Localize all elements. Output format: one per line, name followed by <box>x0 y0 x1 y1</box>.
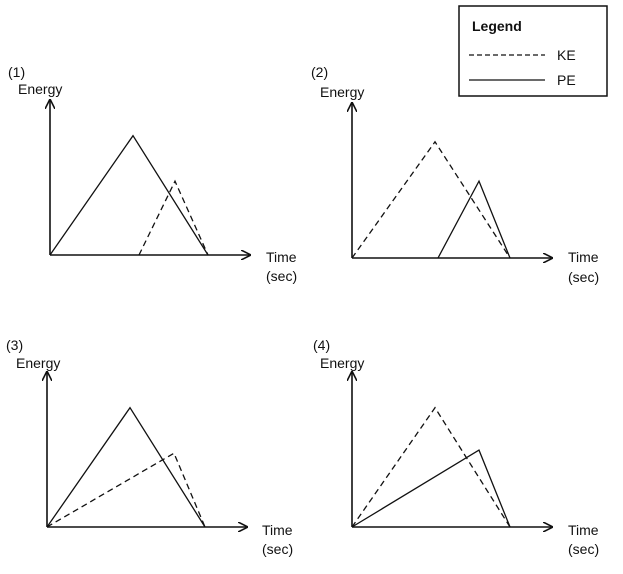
pe-line <box>351 449 511 528</box>
graph-1: (1)Energy Time (sec) <box>8 64 297 284</box>
graph-4: (4) Energy Time (sec) <box>313 337 599 557</box>
legend-pe-label: PE <box>557 72 576 88</box>
pe-line <box>49 134 209 256</box>
pe-line <box>437 179 511 259</box>
y-axis-label: Energy <box>320 355 364 371</box>
legend-title: Legend <box>472 18 522 34</box>
y-axis-label: Energy <box>16 355 60 371</box>
x-axis-label-time: Time <box>262 522 293 538</box>
graph-number: (2) <box>311 64 328 80</box>
ke-line <box>351 140 511 259</box>
graph-number: (1) <box>8 64 25 80</box>
ke-line <box>351 406 511 528</box>
legend: Legend KE PE <box>458 5 608 97</box>
ke-line <box>46 452 206 528</box>
graph-3: (3) Energy Time (sec) <box>6 337 293 557</box>
x-axis-label-unit: (sec) <box>262 541 293 557</box>
x-axis-label-time: Time <box>266 249 297 265</box>
graph-2: (2) Energy Time (sec) <box>311 64 599 285</box>
x-axis-label-unit: (sec) <box>568 541 599 557</box>
x-axis-label-time: Time <box>568 249 599 265</box>
legend-box <box>458 5 608 97</box>
pe-line <box>46 406 206 528</box>
graph-number: (4) <box>313 337 330 353</box>
graph-number: (3) <box>6 337 23 353</box>
x-axis-label-unit: (sec) <box>266 268 297 284</box>
y-axis-label: Energy <box>18 81 62 97</box>
x-axis-label-time: Time <box>568 522 599 538</box>
y-axis-label: Energy <box>320 84 364 100</box>
ke-line <box>138 179 209 256</box>
legend-ke-label: KE <box>557 47 576 63</box>
x-axis-label-unit: (sec) <box>568 269 599 285</box>
